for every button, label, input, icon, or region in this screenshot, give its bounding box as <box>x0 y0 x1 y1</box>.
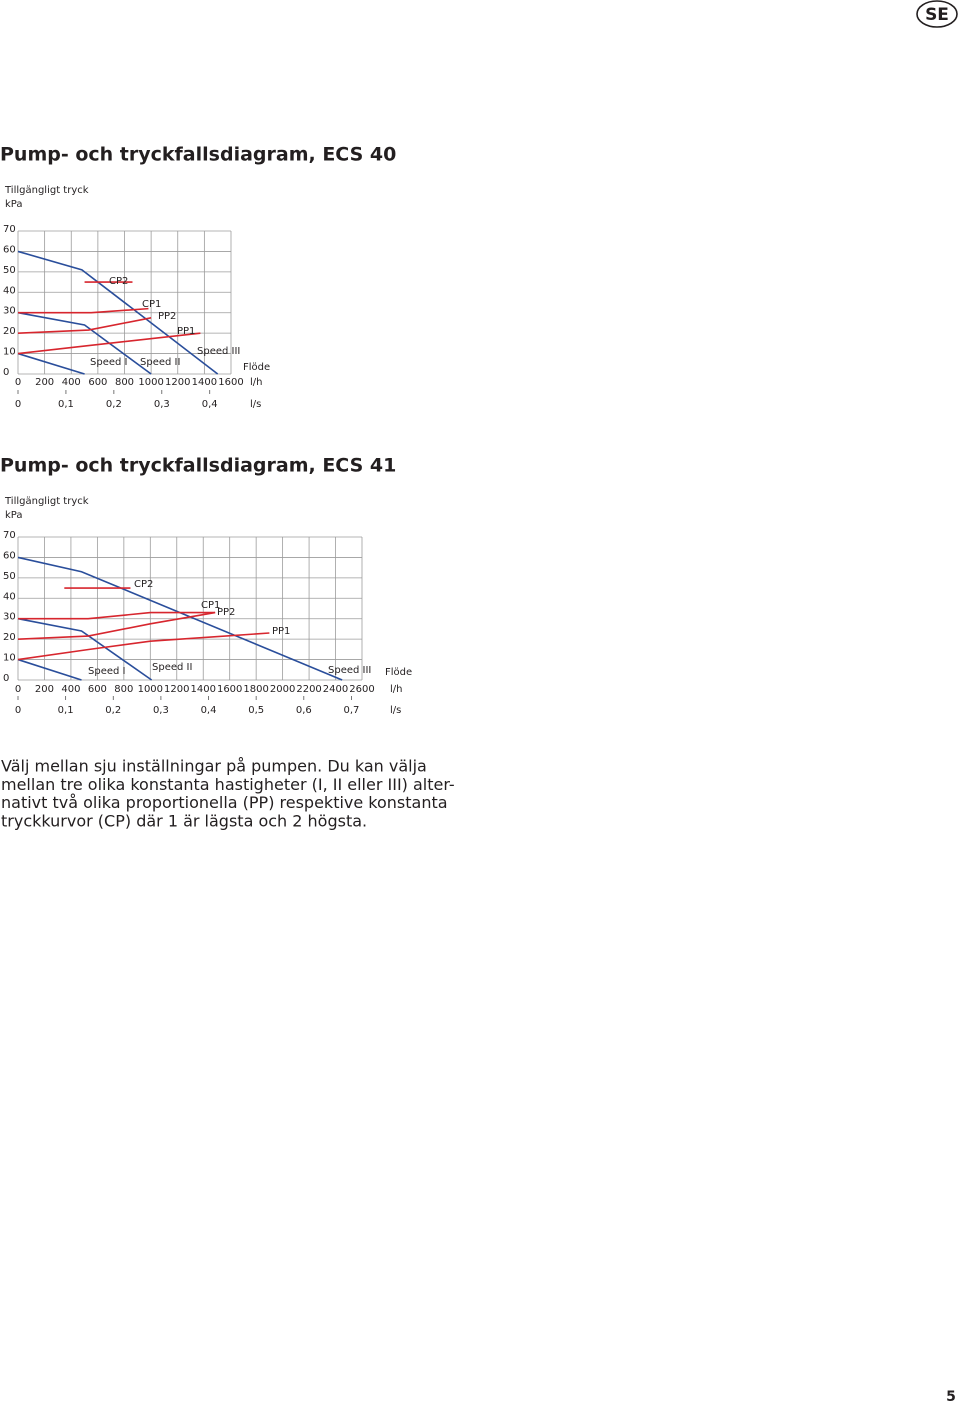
x-tick-label: 1400 <box>191 684 216 695</box>
y-tick-label: 20 <box>3 326 16 337</box>
x-tick-label: 0 <box>15 684 21 695</box>
curve-label: Speed II <box>152 662 192 673</box>
chart-title: Pump- och tryckfallsdiagram, ECS 40 <box>0 144 396 166</box>
x-tick-label: 1200 <box>164 684 189 695</box>
chart-title: Pump- och tryckfallsdiagram, ECS 41 <box>0 455 396 477</box>
y-tick-label: 70 <box>3 530 16 541</box>
x-tick-label: 1600 <box>217 684 242 695</box>
x-tick-label: 1000 <box>138 684 163 695</box>
curve-label: Speed I <box>90 357 127 368</box>
x2-tick-label: 0,5 <box>248 705 264 716</box>
x-tick-label: 2400 <box>323 684 348 695</box>
curve <box>17 250 219 375</box>
curve <box>17 632 270 661</box>
x2-tick-label: 0,3 <box>154 399 170 410</box>
curve <box>17 658 82 681</box>
x-tick-label: 800 <box>115 377 134 388</box>
x-tick-label: 200 <box>35 684 54 695</box>
y-tick-label: 10 <box>3 653 16 664</box>
curve <box>17 611 216 640</box>
curve-label: PP1 <box>272 626 290 637</box>
curve-label: Speed III <box>328 665 371 676</box>
x-tick-label: 400 <box>62 377 81 388</box>
x-axis-label: Flöde <box>385 667 412 678</box>
y-axis-unit: kPa <box>5 199 23 210</box>
y-axis-label: Tillgängligt tryck <box>4 185 89 196</box>
curve <box>17 352 85 375</box>
x2-tick-label: 0,6 <box>296 705 312 716</box>
y-axis-label: Tillgängligt tryck <box>4 496 89 507</box>
y-tick-label: 60 <box>3 244 16 255</box>
y-tick-label: 30 <box>3 612 16 623</box>
y-tick-label: 20 <box>3 632 16 643</box>
curve-label: Speed II <box>140 357 180 368</box>
x-tick-label: 1000 <box>138 377 163 388</box>
x-tick-label: 1400 <box>192 377 217 388</box>
curve-label: PP2 <box>217 607 235 618</box>
y-tick-label: 50 <box>3 265 16 276</box>
x2-tick-label: 0 <box>15 705 21 716</box>
x2-axis-unit: l/s <box>250 399 261 410</box>
x-tick-label: 1600 <box>218 377 243 388</box>
paragraph-line: Välj mellan sju inställningar på pumpen.… <box>1 757 427 776</box>
curve-label: PP2 <box>158 311 176 322</box>
x2-tick-label: 0 <box>15 399 21 410</box>
x-axis-unit: l/h <box>390 684 403 695</box>
x-tick-label: 400 <box>61 684 80 695</box>
x2-tick-label: 0,4 <box>201 705 217 716</box>
x2-tick-label: 0,1 <box>58 399 74 410</box>
badge: SE <box>925 5 949 25</box>
paragraph-line: nativt två olika proportionella (PP) res… <box>1 793 448 812</box>
y-tick-label: 40 <box>3 591 16 602</box>
curve <box>17 317 152 334</box>
x-tick-label: 1800 <box>243 684 268 695</box>
x2-tick-label: 0,2 <box>106 399 122 410</box>
y-tick-label: 70 <box>3 224 16 235</box>
curve-label: CP1 <box>201 600 220 611</box>
curve-label: Speed I <box>88 666 125 677</box>
page-number: 5 <box>946 1389 956 1405</box>
y-axis-unit: kPa <box>5 510 23 521</box>
x-tick-label: 2200 <box>296 684 321 695</box>
x2-tick-label: 0,2 <box>105 705 121 716</box>
curve <box>17 617 153 681</box>
badge-frame <box>916 0 958 28</box>
x2-tick-label: 0,1 <box>58 705 74 716</box>
curve <box>18 307 149 314</box>
x-tick-label: 0 <box>15 377 21 388</box>
x-tick-label: 600 <box>88 377 107 388</box>
y-tick-label: 0 <box>3 673 9 684</box>
curve-label: CP2 <box>109 276 128 287</box>
x-tick-label: 600 <box>88 684 107 695</box>
x2-axis-unit: l/s <box>390 705 401 716</box>
x2-tick-label: 0,7 <box>343 705 359 716</box>
x2-tick-label: 0,4 <box>202 399 218 410</box>
y-tick-label: 30 <box>3 306 16 317</box>
y-tick-label: 0 <box>3 367 9 378</box>
curve <box>17 311 152 375</box>
x-tick-label: 200 <box>35 377 54 388</box>
x-tick-label: 800 <box>114 684 133 695</box>
x2-tick-label: 0,3 <box>153 705 169 716</box>
curve-label: Speed III <box>197 346 240 357</box>
curve-label: CP1 <box>142 299 161 310</box>
curve-label: CP2 <box>134 579 153 590</box>
curve <box>17 332 201 355</box>
y-tick-label: 10 <box>3 347 16 358</box>
y-tick-label: 60 <box>3 550 16 561</box>
y-tick-label: 50 <box>3 571 16 582</box>
curve <box>18 611 216 620</box>
x-tick-label: 2600 <box>349 684 374 695</box>
x-tick-label: 1200 <box>165 377 190 388</box>
x-axis-label: Flöde <box>243 362 270 373</box>
curve <box>17 556 343 681</box>
curve-label: PP1 <box>177 326 195 337</box>
x-axis-unit: l/h <box>250 377 263 388</box>
x-tick-label: 2000 <box>270 684 295 695</box>
paragraph-line: tryckkurvor (CP) där 1 är lägsta och 2 h… <box>1 811 367 830</box>
paragraph-line: mellan tre olika konstanta hastigheter (… <box>1 775 455 794</box>
y-tick-label: 40 <box>3 285 16 296</box>
